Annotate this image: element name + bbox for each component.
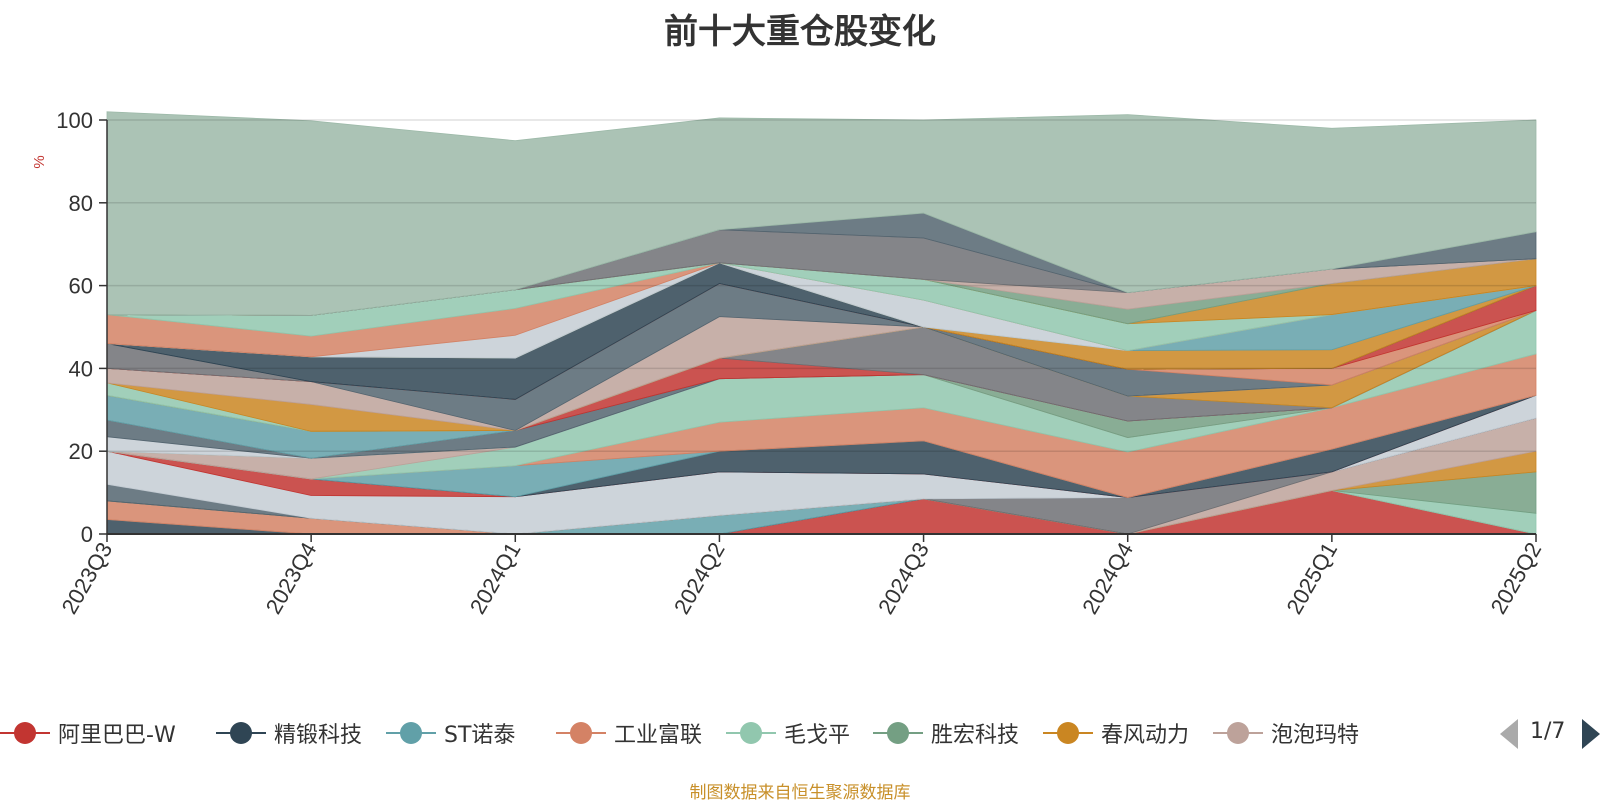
x-tick-label-2: 2024Q1	[465, 538, 526, 618]
legend-label: ST诺泰	[444, 723, 516, 748]
y-tick-label-20: 20	[69, 439, 93, 464]
legend-marker-icon	[726, 715, 776, 751]
legend-next-page-button[interactable]	[1582, 719, 1600, 749]
legend-marker-icon	[386, 715, 436, 751]
legend-label: 阿里巴巴-W	[58, 723, 176, 748]
y-tick-label-80: 80	[69, 191, 93, 216]
chart-title: 前十大重仓股变化	[664, 12, 936, 52]
x-tick-label-4: 2024Q3	[873, 538, 934, 618]
legend-marker-icon	[216, 715, 266, 751]
y-tick-label-40: 40	[69, 356, 93, 381]
area-series-42	[106, 111, 1537, 316]
x-tick-label-1: 2023Q4	[261, 538, 322, 618]
legend-item[interactable]: 工业富联	[556, 715, 702, 751]
legend-label: 春风动力	[1101, 723, 1190, 748]
legend-marker-icon	[556, 715, 606, 751]
areas-layer	[106, 111, 1537, 535]
x-tick-label-6: 2025Q1	[1281, 538, 1342, 618]
legend-item[interactable]: 泡泡玛特	[1213, 715, 1359, 751]
y-axis-unit-label: %	[31, 155, 48, 168]
legend-pager: 1/7	[1500, 717, 1600, 753]
legend-item[interactable]: 春风动力	[1043, 715, 1189, 751]
source-footnote: 制图数据来自恒生聚源数据库	[689, 783, 911, 803]
x-tick-label-5: 2024Q4	[1077, 538, 1138, 618]
x-tick-label-7: 2025Q2	[1486, 538, 1547, 618]
legend-item[interactable]: 精锻科技	[216, 715, 362, 751]
legend-prev-page-button[interactable]	[1500, 719, 1518, 749]
legend-label: 毛戈平	[784, 723, 851, 748]
legend-item[interactable]: ST诺泰	[386, 715, 515, 751]
legend-label: 胜宏科技	[931, 723, 1020, 748]
legend-item[interactable]: 毛戈平	[726, 715, 850, 751]
x-tick-label-3: 2024Q2	[669, 538, 730, 618]
gridlines	[107, 119, 1536, 452]
legend: 阿里巴巴-W 精锻科技 ST诺泰 工业富联 毛戈平 胜宏科技 春风动力 泡泡玛特	[0, 715, 1480, 755]
legend-marker-icon	[0, 715, 50, 751]
legend-item[interactable]: 阿里巴巴-W	[0, 715, 176, 751]
x-tick-label-0: 2023Q3	[57, 538, 118, 618]
legend-label: 精锻科技	[274, 723, 363, 748]
y-tick-label-100: 100	[56, 108, 93, 133]
legend-marker-icon	[1213, 715, 1263, 751]
legend-page-indicator: 1/7	[1530, 719, 1566, 744]
legend-marker-icon	[873, 715, 923, 751]
legend-label: 工业富联	[614, 723, 703, 748]
legend-marker-icon	[1043, 715, 1093, 751]
legend-item[interactable]: 胜宏科技	[873, 715, 1019, 751]
y-tick-label-60: 60	[69, 274, 93, 299]
y-tick-label-0: 0	[81, 522, 93, 547]
legend-label: 泡泡玛特	[1271, 723, 1360, 748]
